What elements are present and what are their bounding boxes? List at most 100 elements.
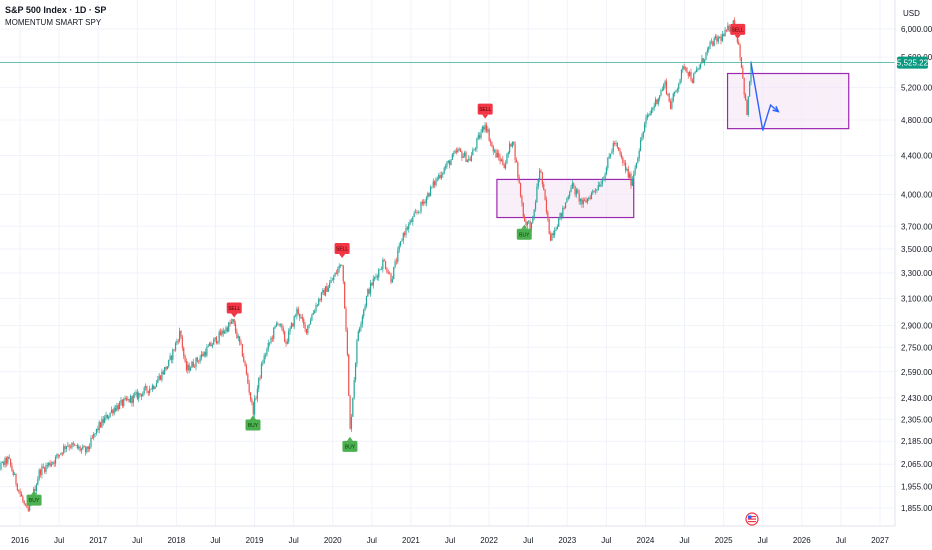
candle[interactable] [214, 337, 216, 342]
candle[interactable] [447, 160, 449, 164]
candle[interactable] [449, 159, 451, 169]
candle[interactable] [462, 153, 464, 158]
candle[interactable] [68, 443, 70, 451]
candle[interactable] [300, 314, 302, 320]
candle[interactable] [559, 212, 561, 221]
buy-signal[interactable]: BUY [245, 415, 261, 431]
candle[interactable] [644, 121, 646, 133]
candle[interactable] [525, 219, 527, 228]
candle[interactable] [518, 174, 520, 184]
candle[interactable] [639, 137, 642, 152]
candle[interactable] [619, 148, 621, 157]
candle[interactable] [656, 99, 658, 105]
candle[interactable] [116, 402, 118, 412]
candle[interactable] [427, 191, 429, 200]
candle[interactable] [465, 150, 467, 163]
candle[interactable] [571, 179, 573, 190]
candle[interactable] [577, 188, 579, 194]
candle[interactable] [693, 72, 695, 84]
candle[interactable] [159, 374, 162, 381]
candle[interactable] [39, 468, 42, 478]
candle[interactable] [524, 214, 526, 222]
candle[interactable] [588, 196, 590, 202]
candle[interactable] [435, 176, 437, 187]
candle[interactable] [260, 361, 263, 380]
candle[interactable] [0, 461, 2, 471]
candle[interactable] [723, 33, 725, 37]
candle[interactable] [292, 322, 294, 327]
candle[interactable] [76, 443, 78, 450]
candle[interactable] [369, 279, 372, 297]
candle[interactable] [376, 274, 378, 281]
candle[interactable] [701, 54, 703, 64]
candle[interactable] [199, 355, 201, 364]
candle[interactable] [545, 196, 548, 215]
candle[interactable] [195, 356, 197, 371]
candle[interactable] [185, 358, 188, 373]
candle[interactable] [203, 351, 205, 358]
candle[interactable] [34, 485, 36, 492]
candle[interactable] [429, 185, 432, 197]
candle[interactable] [485, 122, 488, 133]
candle[interactable] [659, 95, 661, 102]
candle[interactable] [188, 362, 190, 374]
candle[interactable] [498, 149, 500, 161]
candle[interactable] [367, 288, 369, 298]
candle[interactable] [263, 353, 265, 364]
candle[interactable] [401, 238, 403, 242]
candle[interactable] [319, 298, 321, 303]
candle[interactable] [416, 209, 418, 215]
candle[interactable] [20, 491, 23, 497]
candle[interactable] [409, 219, 411, 226]
candle[interactable] [305, 328, 308, 335]
candle[interactable] [335, 269, 338, 275]
candle[interactable] [558, 216, 560, 227]
candle[interactable] [3, 460, 5, 468]
candle[interactable] [442, 171, 444, 178]
candle[interactable] [230, 318, 233, 325]
candle[interactable] [657, 97, 659, 107]
candle[interactable] [316, 304, 318, 308]
candle[interactable] [356, 338, 358, 368]
candle[interactable] [360, 321, 362, 332]
candle[interactable] [597, 181, 599, 191]
candle[interactable] [326, 282, 328, 292]
candle[interactable] [605, 166, 608, 176]
candle[interactable] [164, 367, 166, 376]
candle[interactable] [324, 285, 327, 297]
candle[interactable] [229, 319, 231, 327]
candle[interactable] [308, 323, 310, 329]
candle[interactable] [704, 58, 706, 66]
candle[interactable] [601, 177, 603, 187]
candle[interactable] [533, 209, 535, 220]
candle[interactable] [652, 107, 654, 113]
candle[interactable] [275, 321, 278, 328]
candle[interactable] [378, 268, 380, 281]
candle[interactable] [424, 199, 426, 206]
candle[interactable] [579, 198, 582, 206]
candle[interactable] [232, 318, 234, 325]
candle[interactable] [522, 202, 524, 219]
candle[interactable] [716, 34, 718, 45]
candle[interactable] [402, 232, 404, 245]
candle[interactable] [393, 266, 395, 280]
candle[interactable] [507, 151, 509, 158]
sell-signal[interactable]: SELL [730, 23, 746, 39]
candle[interactable] [474, 146, 477, 152]
candle[interactable] [593, 190, 595, 193]
candle[interactable] [52, 461, 54, 465]
candle[interactable] [312, 310, 314, 316]
candle[interactable] [609, 153, 612, 159]
candle[interactable] [266, 347, 268, 357]
candle[interactable] [592, 189, 594, 195]
candle[interactable] [285, 339, 287, 347]
candle[interactable] [631, 176, 633, 187]
candle[interactable] [581, 197, 583, 208]
candle[interactable] [532, 215, 534, 224]
candle[interactable] [556, 224, 558, 230]
candle[interactable] [147, 390, 149, 397]
candle[interactable] [134, 391, 136, 399]
candle[interactable] [746, 99, 748, 116]
candle[interactable] [196, 356, 198, 363]
candle[interactable] [384, 260, 387, 270]
